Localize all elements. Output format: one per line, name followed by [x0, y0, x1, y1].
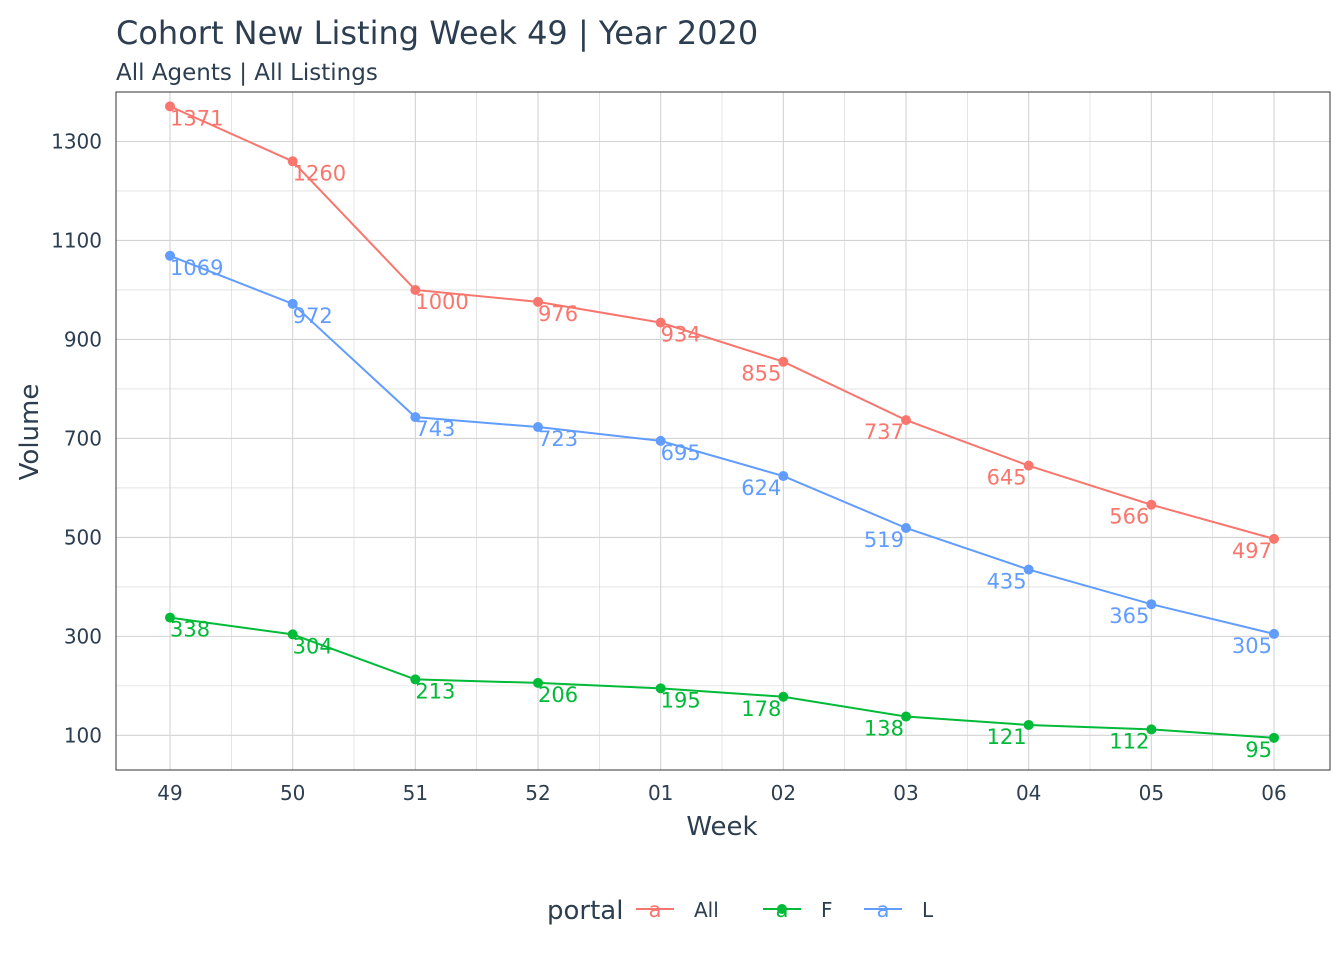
data-label: 195	[661, 688, 701, 712]
y-axis-title: Volume	[15, 384, 45, 481]
data-label: 365	[1109, 604, 1149, 628]
data-label: 305	[1232, 634, 1272, 658]
data-label: 435	[987, 570, 1027, 594]
x-tick-label: 49	[157, 781, 182, 805]
data-label: 304	[293, 634, 333, 658]
chart-subtitle: All Agents | All Listings	[116, 60, 378, 86]
x-tick-label: 50	[280, 781, 305, 805]
data-label: 1371	[170, 106, 223, 130]
data-point	[1269, 628, 1279, 639]
data-point	[533, 296, 543, 307]
data-point	[533, 677, 543, 688]
x-tick-label: 51	[403, 781, 428, 805]
series-line-F	[169, 616, 1275, 739]
data-label: 976	[538, 302, 578, 326]
data-label: 695	[661, 441, 701, 465]
data-point	[901, 522, 911, 533]
y-tick-label: 1100	[51, 228, 102, 252]
x-tick-label: 01	[648, 781, 673, 805]
data-label: 737	[864, 420, 904, 444]
y-tick-label: 100	[64, 723, 102, 747]
data-point	[287, 629, 298, 640]
data-point	[533, 422, 543, 433]
y-tick-label: 500	[64, 525, 102, 549]
data-label: 121	[987, 725, 1027, 749]
data-point	[1269, 533, 1279, 544]
plot-area: 100 300 500 700 900 1100 1300 49 50 51 52 01 02 03 04 0…	[51, 91, 1331, 805]
data-point	[1146, 724, 1157, 735]
y-tick-label: 700	[64, 426, 102, 450]
data-point	[165, 101, 175, 112]
data-point	[287, 298, 298, 309]
data-label: 1069	[170, 256, 223, 280]
data-point	[287, 156, 298, 167]
legend-label: All	[694, 898, 719, 922]
data-point	[1146, 599, 1157, 610]
data-label: 138	[864, 717, 904, 741]
data-point	[165, 612, 175, 623]
y-tick-label: 1300	[51, 129, 102, 153]
x-tick-label: 02	[771, 781, 796, 805]
data-label: 206	[538, 683, 578, 707]
series-line-L	[169, 254, 1275, 635]
legend-key-glyph: a	[877, 898, 890, 922]
data-label: 624	[741, 476, 781, 500]
legend-key-point	[777, 904, 787, 914]
data-point	[1146, 499, 1157, 510]
data-point	[410, 412, 421, 423]
legend-key-glyph: a	[649, 898, 662, 922]
data-label: 112	[1109, 729, 1149, 753]
y-tick-label: 300	[64, 624, 102, 648]
data-label: 1260	[293, 161, 346, 185]
data-point	[901, 711, 911, 722]
legend-label: L	[922, 898, 934, 922]
data-label: 645	[987, 466, 1027, 490]
series-line-All	[169, 105, 1275, 540]
data-label: 934	[661, 323, 701, 347]
y-tick-label: 900	[64, 327, 102, 351]
x-tick-label: 06	[1261, 781, 1286, 805]
legend-key-glyph: a	[776, 898, 789, 922]
data-point	[778, 691, 789, 702]
x-tick-label: 52	[525, 781, 550, 805]
data-point	[655, 317, 666, 328]
data-point	[410, 674, 421, 685]
data-label: 95	[1245, 738, 1272, 762]
data-point	[655, 435, 666, 446]
data-point	[165, 250, 175, 261]
data-point	[1023, 460, 1034, 471]
data-point	[1023, 564, 1034, 575]
data-label: 338	[170, 618, 210, 642]
data-label: 1000	[415, 290, 468, 314]
x-tick-label: 04	[1016, 781, 1041, 805]
chart-title: Cohort New Listing Week 49 | Year 2020	[116, 14, 758, 52]
data-point	[655, 683, 666, 694]
data-point	[410, 284, 421, 295]
panel-border	[115, 91, 1331, 771]
legend-title: portal	[547, 896, 623, 926]
data-point	[778, 471, 789, 482]
x-axis-title: Week	[686, 812, 757, 842]
legend-label: F	[821, 898, 833, 922]
x-tick-label: 05	[1139, 781, 1164, 805]
data-label: 566	[1109, 505, 1149, 529]
data-point	[1269, 732, 1279, 743]
data-label: 855	[741, 362, 781, 386]
data-label: 723	[538, 427, 578, 451]
data-label: 213	[415, 679, 455, 703]
data-label: 743	[415, 417, 455, 441]
data-label: 972	[293, 304, 333, 328]
data-point	[901, 415, 911, 426]
data-point	[1023, 719, 1034, 730]
data-point	[778, 356, 789, 367]
data-label: 178	[741, 697, 781, 721]
data-label: 519	[864, 528, 904, 552]
data-label: 497	[1232, 539, 1272, 563]
x-tick-label: 03	[893, 781, 918, 805]
